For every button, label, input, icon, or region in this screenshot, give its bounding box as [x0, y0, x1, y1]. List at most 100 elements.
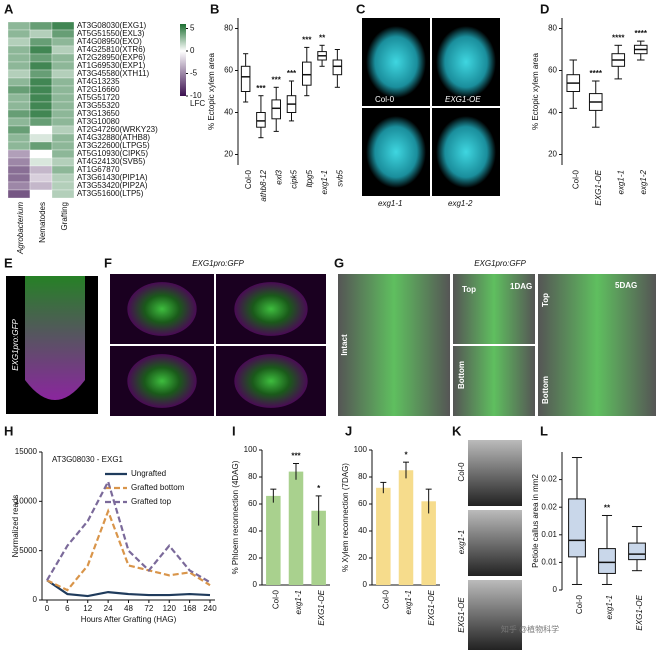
y-axis-label: % Ectopic xylem area	[531, 52, 540, 129]
y-tick-label: 60	[224, 66, 233, 75]
x-tick-label: 240	[203, 604, 217, 613]
significance: *	[317, 484, 321, 493]
row-label: AT3G55320	[77, 101, 120, 110]
image-caption: 1DAG	[510, 282, 532, 291]
significance: ***	[256, 84, 266, 93]
heatmap-cell	[7, 165, 31, 175]
micrograph	[453, 346, 535, 416]
bar	[398, 470, 414, 585]
heatmap-cell	[51, 45, 75, 55]
line	[46, 478, 211, 584]
y-tick-label: 80	[358, 472, 367, 481]
y-tick-label: 0.02	[541, 475, 557, 484]
panel-letter: J	[345, 423, 352, 438]
heatmap-cell	[51, 133, 75, 143]
micrograph	[538, 274, 656, 416]
heatmap-cell	[51, 109, 75, 119]
heatmap-cell	[51, 141, 75, 151]
x-tick-label: EXG1-OE	[594, 169, 603, 205]
bar	[376, 487, 391, 585]
x-tick-label: 168	[183, 604, 197, 613]
image-caption: Col-0	[375, 95, 395, 104]
panel-title: EXG1pro:GFP	[192, 259, 244, 268]
row-label: AT1G69530(EXP1)	[77, 61, 146, 70]
heatmap-cell	[7, 149, 31, 159]
significance: **	[604, 504, 611, 513]
heatmap-cell	[51, 77, 75, 87]
watermark: 知乎 @植物科学	[501, 624, 559, 634]
row-label: AT4G25810(XTR6)	[77, 45, 146, 54]
micrograph-detail	[234, 354, 308, 408]
row-label: AT3G13650	[77, 109, 120, 118]
image-caption: Top	[462, 285, 476, 294]
y-tick-label: 80	[248, 472, 257, 481]
y-tick-label: 0	[253, 580, 258, 589]
x-tick-label: 6	[65, 604, 70, 613]
x-tick-label: exl3	[274, 169, 283, 184]
row-label: AT4G13235	[77, 77, 120, 86]
heatmap-cell	[7, 189, 31, 199]
bar	[421, 501, 436, 585]
heatmap-cell	[7, 157, 31, 167]
heatmap-cell	[29, 85, 53, 95]
significance: ****	[612, 33, 625, 42]
micrograph	[338, 274, 450, 416]
heatmap-cell	[7, 77, 31, 87]
x-tick-label: Col-0	[381, 589, 390, 609]
significance: **	[319, 33, 326, 42]
heatmap-cell	[7, 181, 31, 191]
x-tick-label: Col-0	[575, 594, 584, 614]
bar	[311, 510, 326, 585]
y-tick-label: 10000	[15, 496, 38, 505]
image-caption: Bottom	[541, 376, 550, 404]
micrograph-detail	[436, 116, 496, 188]
bar	[266, 495, 281, 585]
image-caption: Top	[541, 293, 550, 307]
y-tick-label: 40	[548, 108, 557, 117]
significance: ****	[590, 69, 603, 78]
heatmap-cell	[29, 61, 53, 71]
y-axis-label: % Ectopic xylem area	[207, 52, 216, 129]
panel-letter: I	[232, 423, 236, 438]
legend-label: Grafted bottom	[131, 483, 185, 492]
heatmap-cell	[7, 117, 31, 127]
y-tick-label: 40	[248, 526, 257, 535]
heatmap-cell	[29, 165, 53, 175]
row-label: AT4G24130(SVB5)	[77, 157, 146, 166]
heatmap-cell	[51, 189, 75, 199]
image-caption: exg1-2	[448, 199, 473, 208]
image-caption: EXG1-OE	[457, 597, 466, 633]
x-tick-label: exg1-1	[605, 595, 614, 619]
heatmap-cell	[51, 85, 75, 95]
row-label: AT3G51600(LTP5)	[77, 189, 144, 198]
micrograph-detail	[127, 354, 197, 408]
box	[598, 548, 616, 574]
x-tick-label: Col-0	[271, 589, 280, 609]
line	[46, 579, 211, 598]
significance: ***	[287, 69, 297, 78]
heatmap-cell	[29, 29, 53, 39]
y-tick-label: 80	[224, 24, 233, 33]
x-tick-label: svb5	[335, 169, 344, 186]
heatmap-cell	[7, 125, 31, 135]
heatmap-cell	[7, 133, 31, 143]
line	[46, 508, 211, 592]
row-label: AT5G10930(CIPK5)	[77, 149, 148, 158]
micrograph-detail	[366, 26, 426, 98]
image-caption: Intact	[340, 334, 349, 356]
panel-letter: K	[452, 423, 462, 438]
heatmap-cell	[7, 101, 31, 111]
y-tick-label: 60	[248, 499, 257, 508]
panel-letter: D	[540, 1, 549, 16]
heatmap-cell	[7, 61, 31, 71]
x-axis-label: Hours After Grafting (HAG)	[81, 615, 177, 624]
row-label: AT2G47260(WRKY23)	[77, 125, 158, 134]
panel-title: EXG1pro:GFP	[474, 259, 526, 268]
colorbar-tick-label: 0	[190, 46, 195, 55]
heatmap-cell	[29, 149, 53, 159]
x-tick-label: EXG1-OE	[427, 589, 436, 625]
y-tick-label: 5000	[19, 546, 37, 555]
panel-letter: H	[4, 423, 13, 438]
micrograph	[468, 510, 522, 576]
box	[302, 61, 312, 86]
